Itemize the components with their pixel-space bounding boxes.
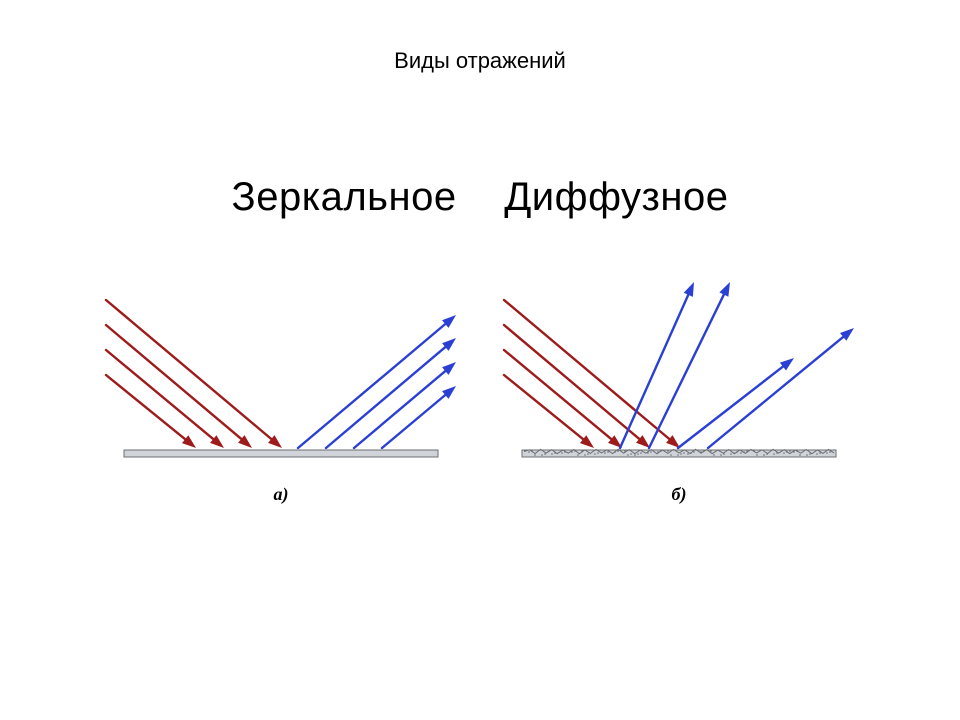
- diffuse-diagram: [494, 280, 864, 480]
- panel-specular: а): [96, 280, 466, 505]
- subtitle-row: Зеркальное Диффузное: [0, 175, 960, 220]
- subtitle-diffuse: Диффузное: [504, 175, 728, 220]
- panel-diffuse: б): [494, 280, 864, 505]
- page-title: Виды отражений: [0, 48, 960, 74]
- caption-specular: а): [96, 484, 466, 505]
- subtitle-specular: Зеркальное: [232, 175, 457, 220]
- page: { "title": "Виды отражений", "subtitle_l…: [0, 0, 960, 720]
- diagram-row: а) б): [0, 280, 960, 505]
- specular-diagram: [96, 280, 466, 480]
- caption-diffuse: б): [494, 484, 864, 505]
